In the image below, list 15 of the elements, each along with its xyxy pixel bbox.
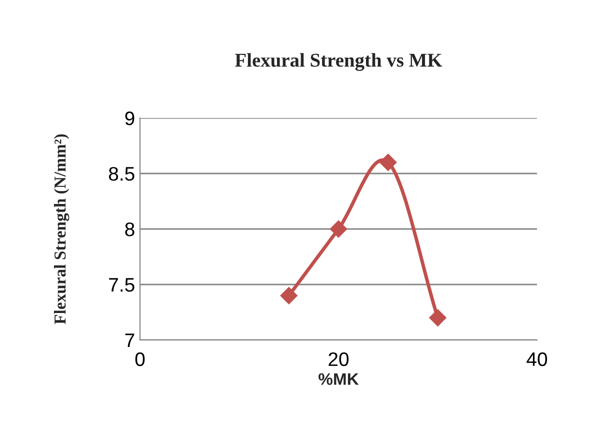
x-tick-label: 0 xyxy=(135,352,145,366)
x-axis-title: %MK xyxy=(318,373,359,385)
chart-title: Flexural Strength vs MK xyxy=(235,53,442,71)
point xyxy=(330,220,348,238)
x-tick-label: 20 xyxy=(328,352,349,366)
point xyxy=(380,154,397,171)
y-tick-label: 8.5 xyxy=(108,166,134,181)
x-tick-label: 40 xyxy=(526,352,548,366)
y-tick-label: 7.5 xyxy=(109,278,134,292)
y-axis-title: Flexural Strength (N/mm²) xyxy=(54,134,70,324)
point xyxy=(280,287,298,304)
point xyxy=(429,309,446,326)
y-tick-label: 8 xyxy=(125,222,134,236)
y-tick-label: 9 xyxy=(125,111,134,126)
y-tick-label: 7 xyxy=(125,334,134,348)
